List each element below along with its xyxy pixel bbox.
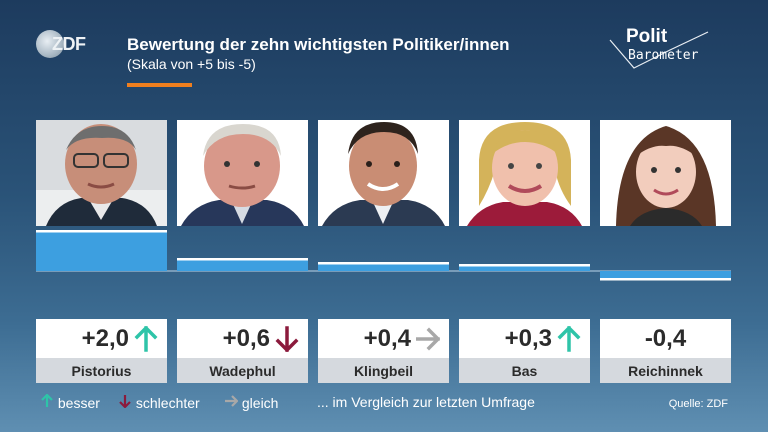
bar-edge <box>318 262 449 265</box>
portrait-klingbeil <box>318 120 449 226</box>
name-box-pistorius: Pistorius <box>36 358 167 383</box>
legend-worse: schlechter <box>118 394 200 411</box>
source-label: Quelle: ZDF <box>668 398 728 410</box>
name-box-bas: Bas <box>459 358 590 383</box>
category-label: Klingbeil <box>353 363 414 379</box>
bar-klingbeil <box>318 262 449 271</box>
portrait-bas <box>459 120 590 226</box>
bar-fill <box>318 263 449 271</box>
value-label: +2,0 <box>81 325 129 352</box>
name-box-wadephul: Wadephul <box>177 358 308 383</box>
legend-better-label: besser <box>57 395 100 412</box>
bar-edge <box>459 264 590 267</box>
arrow-up-icon <box>134 326 158 352</box>
category-label: Wadephul <box>209 363 276 379</box>
chart-subtitle: (Skala von +5 bis -5) <box>127 56 256 72</box>
name-box-klingbeil: Klingbeil <box>318 358 449 383</box>
arrow-down-icon <box>119 395 131 409</box>
value-box-bas: +0,3 <box>459 319 590 358</box>
category-label: Bas <box>511 363 538 379</box>
arrow-down-icon <box>275 326 299 352</box>
bar-fill <box>36 231 167 271</box>
arrow-right-icon <box>225 395 239 407</box>
bar-fill <box>177 259 308 271</box>
zdf-logo: ZDF <box>36 30 90 58</box>
legend-better: besser <box>40 393 100 412</box>
bar-pistorius <box>36 230 167 271</box>
title-accent-line <box>127 83 192 87</box>
bar-edge <box>36 230 167 233</box>
value-label: +0,4 <box>363 325 411 352</box>
bar-chart <box>36 230 731 281</box>
legend-note: ... im Vergleich zur letzten Umfrage <box>317 394 535 410</box>
bar-edge <box>600 278 731 281</box>
arrow-right-icon <box>416 327 440 351</box>
arrow-up-icon <box>41 393 53 407</box>
value-label: -0,4 <box>644 325 687 352</box>
value-box-wadephul: +0,6 <box>177 319 308 358</box>
value-box-pistorius: +2,0 <box>36 319 167 358</box>
category-label: Reichinnek <box>628 363 703 379</box>
category-label: Pistorius <box>71 363 132 379</box>
portrait-reichinnek <box>600 120 731 226</box>
politbarometer-logo: Polit Barometer <box>608 26 714 72</box>
chart-title: Bewertung der zehn wichtigsten Politiker… <box>127 35 510 54</box>
bar-fill <box>459 265 590 271</box>
legend-same: gleich <box>224 394 278 411</box>
legend-same-label: gleich <box>241 395 279 412</box>
arrow-up-icon <box>557 326 581 352</box>
value-box-reichinnek: -0,4 <box>600 319 731 358</box>
bar-fill <box>600 271 731 279</box>
value-box-klingbeil: +0,4 <box>318 319 449 358</box>
bar-reichinnek <box>600 271 731 281</box>
bar-bas <box>459 264 590 271</box>
portrait-pistorius <box>36 120 167 226</box>
name-box-reichinnek: Reichinnek <box>600 358 731 383</box>
value-label: +0,3 <box>504 325 552 352</box>
legend-worse-label: schlechter <box>135 395 200 412</box>
portrait-wadephul <box>177 120 308 226</box>
value-label: +0,6 <box>222 325 270 352</box>
bar-edge <box>177 258 308 261</box>
bar-wadephul <box>177 258 308 271</box>
